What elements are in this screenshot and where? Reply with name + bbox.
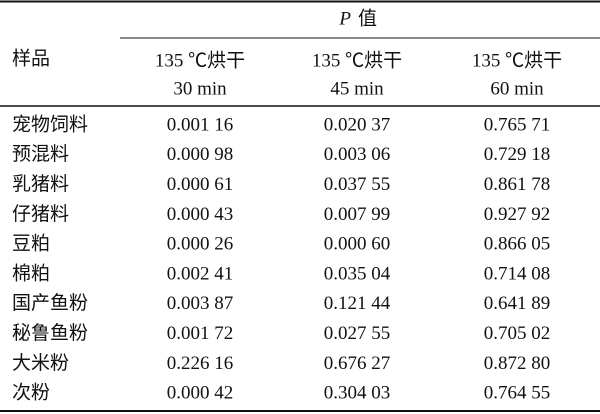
p-value: 0.000 43	[167, 204, 234, 225]
p-value: 0.764 55	[484, 383, 551, 404]
sample-name: 豆粕	[12, 233, 50, 255]
column-header: 45 min	[330, 78, 384, 99]
column-header: 135 ℃烘干	[155, 49, 245, 71]
sample-name: 预混料	[12, 143, 69, 165]
sample-name: 棉粕	[12, 262, 50, 284]
p-value: 0.000 42	[167, 383, 234, 404]
p-value: 0.226 16	[167, 353, 234, 374]
p-value: 0.020 37	[324, 114, 391, 135]
p-value: 0.872 80	[484, 353, 551, 374]
column-header: 135 ℃烘干	[312, 49, 402, 71]
p-value: 0.007 99	[324, 204, 391, 225]
p-value: 0.121 44	[324, 293, 391, 314]
p-value: 0.002 41	[167, 263, 234, 284]
p-value: 0.000 26	[167, 234, 234, 255]
p-value: 0.861 78	[484, 174, 551, 195]
p-value: 0.000 98	[167, 144, 234, 165]
sample-name: 宠物饲料	[12, 113, 88, 135]
p-value: 0.027 55	[324, 323, 391, 344]
p-value: 0.714 08	[484, 263, 551, 284]
p-value: 0.641 89	[484, 293, 551, 314]
sample-name: 仔猪料	[12, 203, 69, 225]
sample-name: 大米粉	[12, 352, 69, 374]
p-value: 0.035 04	[324, 263, 391, 284]
sample-name: 国产鱼粉	[12, 292, 88, 314]
p-value: 0.729 18	[484, 144, 551, 165]
p-value: 0.003 87	[167, 293, 234, 314]
p-value: 0.304 03	[324, 383, 391, 404]
column-header: 60 min	[490, 78, 544, 99]
row-header: 样品	[12, 47, 50, 69]
p-value: 0.003 06	[324, 144, 391, 165]
p-value: 0.927 92	[484, 204, 551, 225]
p-value: 0.001 72	[167, 323, 234, 344]
sample-name: 乳猪料	[12, 173, 69, 195]
sample-name: 秘鲁鱼粉	[12, 322, 88, 344]
p-value: 0.765 71	[484, 114, 551, 135]
p-value: 0.001 16	[167, 114, 234, 135]
p-value: 0.000 61	[167, 174, 234, 195]
column-header: 135 ℃烘干	[472, 49, 562, 71]
p-value: 0.705 02	[484, 323, 551, 344]
p-value: 0.866 05	[484, 234, 551, 255]
p-word: 值	[358, 7, 377, 29]
column-header: 30 min	[173, 78, 227, 99]
p-value: 0.037 55	[324, 174, 391, 195]
p-value: 0.000 60	[324, 234, 391, 255]
p-symbol: P	[338, 8, 351, 29]
sample-name: 次粉	[12, 382, 50, 404]
p-value: 0.676 27	[324, 353, 391, 374]
